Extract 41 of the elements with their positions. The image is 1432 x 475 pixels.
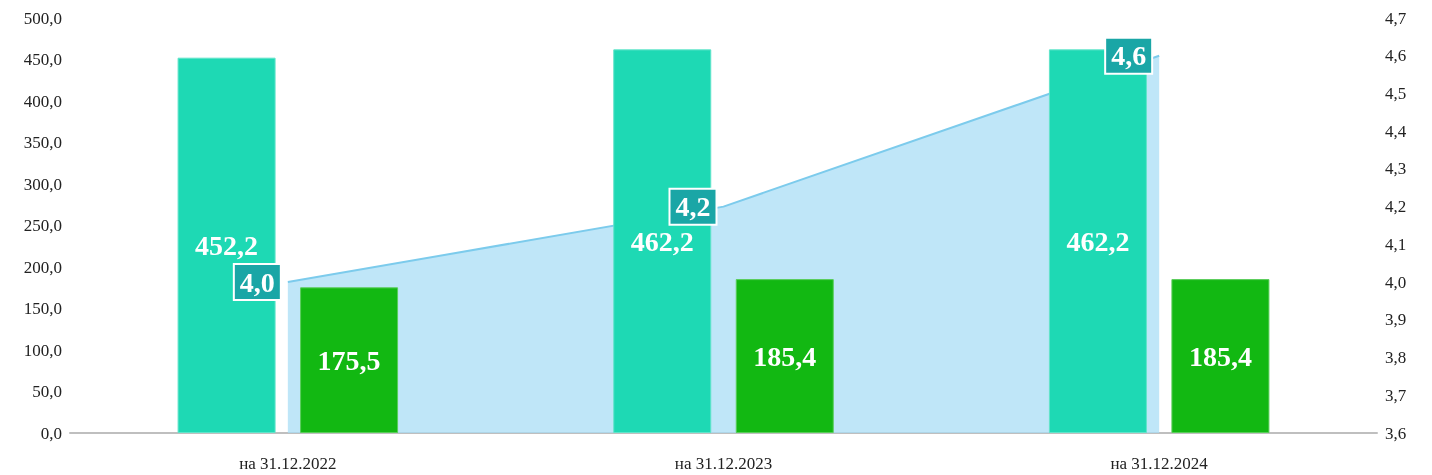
data-label: 4,0 [239,266,275,298]
bar [300,287,399,433]
y2-tick-label: 4,2 [1385,197,1407,217]
y-tick-label: 500,0 [23,8,62,28]
y-tick-label: 200,0 [23,257,62,277]
data-label: 462,2 [630,225,694,257]
data-label: 185,4 [1188,340,1252,372]
y-tick-label: 100,0 [23,340,62,360]
bar [735,279,834,433]
y-tick-label: 250,0 [23,216,62,235]
y-tick-label: 400,0 [23,91,62,111]
y2-tick-label: 4,3 [1385,159,1407,179]
bar [1048,49,1147,433]
data-label: 462,2 [1066,225,1130,257]
x-tick-label: на 31.12.2024 [1110,454,1209,473]
y-tick-label: 300,0 [23,174,62,194]
y2-tick-label: 3,9 [1385,310,1407,330]
y2-tick-label: 4,4 [1385,121,1407,141]
x-tick-label: на 31.12.2023 [674,454,773,473]
x-tick-label: на 31.12.2022 [239,454,337,473]
data-label: 4,6 [1111,40,1147,72]
y-tick-label: 50,0 [32,382,62,401]
data-label: 4,2 [675,191,711,223]
y2-tick-label: 3,6 [1385,423,1407,443]
y2-tick-label: 4,1 [1385,234,1407,254]
y-tick-label: 150,0 [23,299,62,318]
y-tick-label: 350,0 [23,133,62,152]
y-tick-label: 0,0 [40,423,62,443]
y2-tick-label: 4,7 [1385,8,1407,28]
data-label: 175,5 [317,344,381,376]
y2-tick-label: 4,5 [1385,83,1407,103]
y-tick-label: 450,0 [23,50,62,69]
bar [1171,279,1270,433]
y2-tick-label: 3,8 [1385,348,1407,368]
y2-tick-label: 4,6 [1385,46,1407,66]
y2-tick-label: 3,7 [1385,385,1407,405]
bar [177,57,276,433]
data-label: 185,4 [753,340,817,372]
data-label: 452,2 [195,229,259,261]
bar [613,49,712,433]
y2-tick-label: 4,0 [1385,272,1407,292]
